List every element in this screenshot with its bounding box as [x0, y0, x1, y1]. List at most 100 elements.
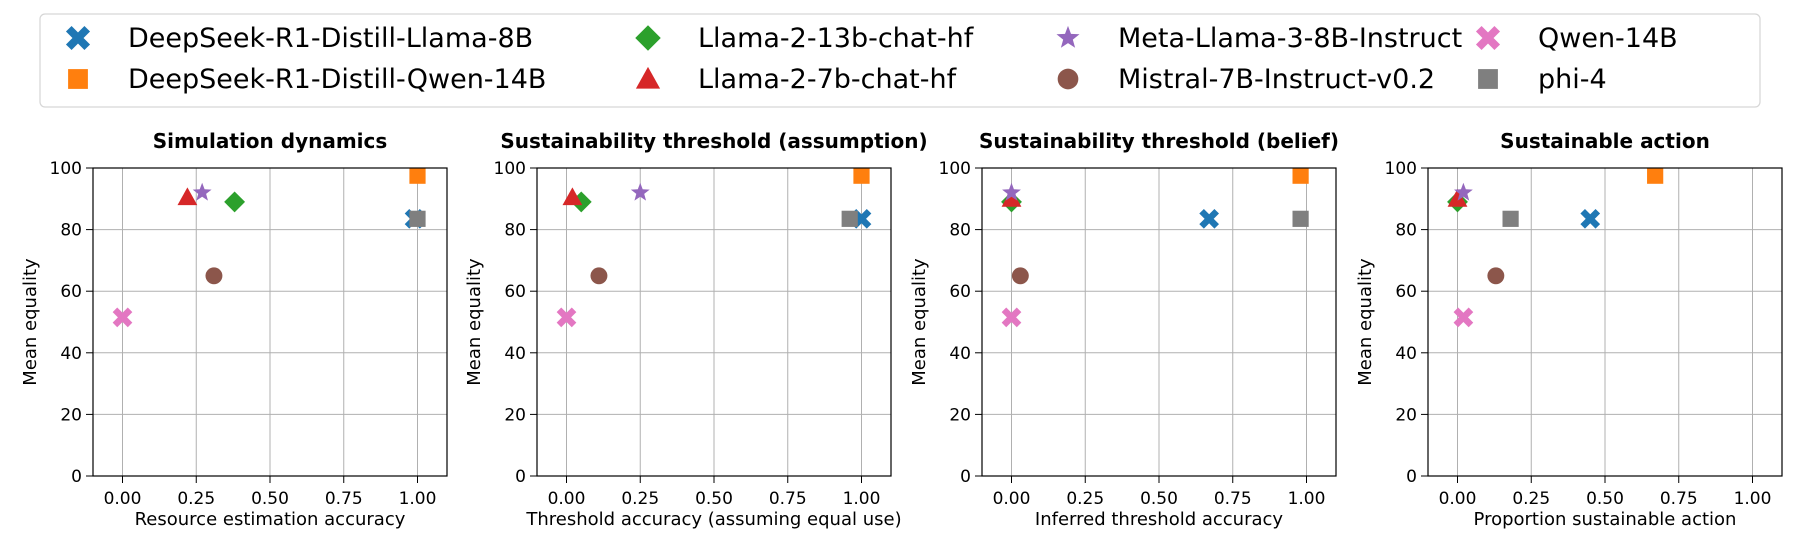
x-tick-label: 0.00	[104, 489, 142, 509]
legend-label: Qwen-14B	[1538, 23, 1678, 54]
plot-frame	[92, 167, 448, 477]
data-point-meta-llama-3-8b-instruct	[630, 182, 650, 201]
legend-label: phi-4	[1538, 64, 1607, 95]
y-axis-label: Mean equality	[1355, 258, 1376, 386]
legend-entry-phi-4: phi-4	[1478, 64, 1607, 95]
x-tick-label: 0.75	[1660, 489, 1698, 509]
y-tick-label: 80	[1395, 221, 1417, 241]
y-axis-label: Mean equality	[909, 258, 930, 386]
y-tick-label: 100	[50, 159, 82, 179]
y-tick-label: 60	[504, 282, 526, 302]
panel-title: Sustainable action	[1500, 129, 1710, 153]
square-marker-icon	[1478, 69, 1498, 89]
data-point-phi-4	[841, 210, 858, 227]
y-tick-label: 0	[1406, 467, 1417, 487]
data-points	[1001, 168, 1309, 328]
x-tick-label: 0.25	[621, 489, 659, 509]
panel-sustainability-threshold-belief: Sustainability threshold (belief) 0.00 0.2…	[909, 129, 1339, 530]
data-point-deepseek-r1-distill-llama-8b	[1199, 208, 1220, 229]
x-tick-label: 0.00	[993, 489, 1031, 509]
x-tick-label: 0.00	[1439, 489, 1477, 509]
y-axis-label: Mean equality	[464, 258, 485, 386]
square-marker-icon	[68, 69, 88, 89]
panel-simulation-dynamics: Simulation dynamics 0.00 0.25 0.50 0.75 1.00 0…	[20, 129, 448, 530]
circle-marker-icon	[1057, 68, 1079, 90]
legend-entry-qwen-14b: Qwen-14B	[1475, 23, 1678, 54]
panel-title: Simulation dynamics	[153, 129, 388, 153]
y-tick-label: 0	[515, 467, 526, 487]
data-points	[556, 168, 872, 328]
data-point-deepseek-r1-distill-qwen-14b	[1647, 168, 1664, 184]
chart-panels: Simulation dynamics 0.00 0.25 0.50 0.75 1.00 0…	[20, 129, 1783, 530]
data-point-phi-4	[1292, 210, 1309, 227]
data-point-qwen-14b	[556, 307, 577, 328]
plot-frame	[536, 167, 892, 477]
x-axis-label: Threshold accuracy (assuming equal use)	[525, 509, 901, 530]
y-tick-label: 40	[60, 344, 82, 364]
legend-label: DeepSeek-R1-Distill-Qwen-14B	[128, 64, 546, 95]
y-tick-label: 60	[60, 282, 82, 302]
x-tick-label: 0.25	[1066, 489, 1104, 509]
y-tick-label: 0	[71, 467, 82, 487]
data-point-llama-2-7b-chat-hf	[177, 187, 198, 206]
data-point-qwen-14b	[1001, 307, 1022, 328]
x-tick-label: 1.00	[843, 489, 881, 509]
x-tick-label: 0.50	[1140, 489, 1178, 509]
y-tick-label: 40	[949, 344, 971, 364]
data-point-llama-2-7b-chat-hf	[562, 187, 583, 206]
data-point-meta-llama-3-8b-instruct	[1002, 182, 1021, 201]
data-point-meta-llama-3-8b-instruct	[1453, 182, 1473, 201]
y-tick-label: 100	[494, 159, 526, 179]
x-tick-label: 1.00	[399, 489, 437, 509]
y-tick-label: 100	[1385, 159, 1417, 179]
data-point-llama-2-13b-chat-hf	[224, 191, 246, 213]
y-tick-label: 100	[939, 159, 971, 179]
legend-entry-mistral-7b-instruct-v0-2: Mistral-7B-Instruct-v0.2	[1057, 64, 1435, 95]
data-point-mistral-7b-instruct-v0-2	[1011, 267, 1029, 285]
y-tick-label: 60	[949, 282, 971, 302]
x-tick-label: 0.50	[251, 489, 289, 509]
y-tick-label: 40	[504, 344, 526, 364]
data-point-phi-4	[1502, 210, 1519, 227]
legend-label: DeepSeek-R1-Distill-Llama-8B	[128, 23, 533, 54]
data-point-deepseek-r1-distill-llama-8b	[1580, 208, 1601, 229]
x-marker-icon	[1475, 25, 1501, 51]
x-axis-label: Inferred threshold accuracy	[1035, 509, 1283, 530]
data-point-llama-2-7b-chat-hf	[1447, 188, 1468, 207]
plot-frame	[981, 167, 1337, 477]
y-tick-label: 20	[504, 405, 526, 425]
legend-entry-deepseek-r1-distill-qwen-14b: DeepSeek-R1-Distill-Qwen-14B	[68, 64, 546, 95]
x-axis-label: Proportion sustainable action	[1474, 509, 1737, 530]
data-point-mistral-7b-instruct-v0-2	[205, 267, 223, 285]
plot-frame	[1427, 167, 1783, 477]
x-marker-icon	[65, 25, 91, 51]
star-marker-icon	[1056, 25, 1080, 48]
panel-sustainability-threshold-assumption: Sustainability threshold (assumption) 0.0…	[464, 129, 928, 530]
data-points	[112, 168, 426, 328]
x-tick-label: 0.25	[1512, 489, 1550, 509]
legend-label: Meta-Llama-3-8B-Instruct	[1118, 23, 1462, 54]
data-point-llama-2-7b-chat-hf	[1001, 188, 1022, 207]
x-tick-label: 0.00	[548, 489, 586, 509]
legend-frame	[39, 13, 1761, 108]
legend-label: Llama-2-7b-chat-hf	[698, 64, 958, 95]
data-point-phi-4	[409, 210, 426, 227]
data-point-qwen-14b	[1453, 307, 1474, 328]
x-tick-label: 1.00	[1288, 489, 1326, 509]
y-tick-label: 20	[949, 405, 971, 425]
legend-label: Llama-2-13b-chat-hf	[698, 23, 975, 54]
legend-entry-llama-2-7b-chat-hf: Llama-2-7b-chat-hf	[635, 64, 958, 95]
x-tick-label: 0.75	[325, 489, 363, 509]
x-tick-label: 0.50	[695, 489, 733, 509]
legend-label: Mistral-7B-Instruct-v0.2	[1118, 64, 1435, 95]
legend-entry-llama-2-13b-chat-hf: Llama-2-13b-chat-hf	[635, 23, 975, 54]
x-tick-label: 0.50	[1586, 489, 1624, 509]
data-point-meta-llama-3-8b-instruct	[192, 182, 212, 201]
data-point-deepseek-r1-distill-qwen-14b	[409, 168, 426, 184]
data-points	[1447, 168, 1664, 328]
y-tick-label: 20	[1395, 405, 1417, 425]
y-tick-label: 80	[949, 221, 971, 241]
y-tick-label: 20	[60, 405, 82, 425]
